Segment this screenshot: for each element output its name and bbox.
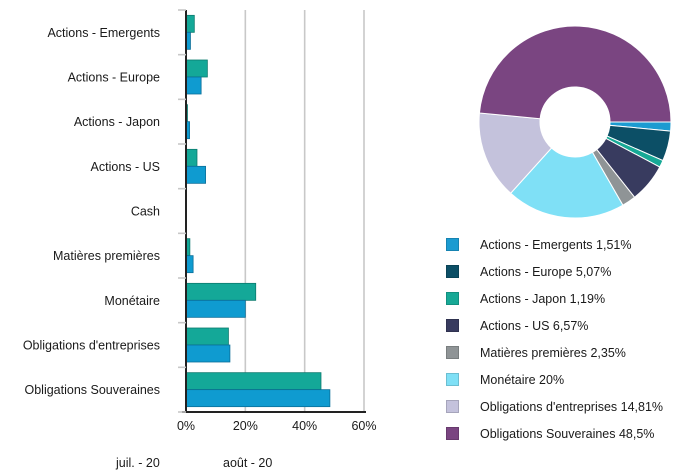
- bar-tick-labels: 0% 20% 40% 60%: [177, 419, 377, 433]
- legend-label: Obligations d'entreprises 14,81%: [480, 400, 664, 414]
- legend-label: Obligations Souveraines 48,5%: [480, 427, 655, 441]
- donut-legend-item-5: Monétaire 20%: [446, 371, 675, 389]
- donut-legend-item-4: Matières premières 2,35%: [446, 344, 675, 362]
- bar-aout-5: [185, 255, 194, 274]
- donut-legend-item-1: Actions - Europe 5,07%: [446, 263, 675, 281]
- category-label-0: Actions - Emergents: [47, 26, 160, 40]
- legend-swatch: [446, 427, 459, 440]
- category-label-1: Actions - Europe: [68, 71, 160, 85]
- bar-gridlines: [244, 10, 365, 412]
- bar-axes: [178, 9, 366, 413]
- category-label-3: Actions - US: [91, 160, 160, 174]
- legend-label: Monétaire 20%: [480, 373, 565, 387]
- bar-juil-6: [185, 282, 257, 301]
- donut-slice-5: [509, 147, 624, 219]
- legend-swatch: [446, 292, 459, 305]
- category-label-6: Monétaire: [104, 294, 160, 308]
- category-label-4: Cash: [131, 205, 160, 219]
- x-tick-label-1: 20%: [233, 419, 258, 433]
- category-label-2: Actions - Japon: [74, 115, 160, 129]
- bar-juil-8: [185, 372, 322, 391]
- bar-aout-1: [185, 76, 202, 95]
- legend-label: Actions - US 6,57%: [480, 319, 589, 333]
- bar-series-group: [185, 14, 331, 408]
- donut-legend-item-0: Actions - Emergents 1,51%: [446, 236, 675, 254]
- x-tick-label-0: 0%: [177, 419, 195, 433]
- bar-aout-3: [185, 165, 206, 184]
- legend-swatch: [446, 238, 459, 251]
- category-label-8: Obligations Souveraines: [25, 383, 161, 397]
- legend-swatch: [446, 319, 459, 332]
- bar-category-labels: Actions - Emergents Actions - Europe Actio…: [23, 26, 160, 397]
- bar-aout-7: [185, 344, 231, 363]
- donut-chart: [478, 25, 672, 219]
- category-label-5: Matières premières: [53, 249, 160, 263]
- donut-legend-item-7: Obligations Souveraines 48,5%: [446, 425, 675, 443]
- legend-swatch: [446, 265, 459, 278]
- bar-legend-item-0: juil. - 20: [116, 456, 160, 470]
- bar-legend: juil. - 20 août - 20: [0, 452, 400, 474]
- donut-slice-7: [478, 25, 672, 123]
- x-tick-label-3: 60%: [351, 419, 376, 433]
- donut-legend-item-2: Actions - Japon 1,19%: [446, 290, 675, 308]
- bar-juil-3: [185, 148, 198, 167]
- bar-juil-7: [185, 327, 229, 346]
- category-label-7: Obligations d'entreprises: [23, 339, 160, 353]
- bar-chart: Actions - Emergents Actions - Europe Actio…: [23, 9, 377, 433]
- legend-label: Matières premières 2,35%: [480, 346, 626, 360]
- legend-swatch: [446, 346, 459, 359]
- bar-legend-item-1: août - 20: [223, 456, 273, 470]
- legend-swatch: [446, 400, 459, 413]
- donut-legend-item-3: Actions - US 6,57%: [446, 317, 675, 335]
- legend-label: Actions - Japon 1,19%: [480, 292, 606, 306]
- legend-label: Actions - Europe 5,07%: [480, 265, 612, 279]
- donut-slices: [478, 25, 672, 219]
- x-tick-label-2: 40%: [292, 419, 317, 433]
- bar-aout-8: [185, 389, 331, 408]
- legend-swatch: [446, 373, 459, 386]
- bar-juil-1: [185, 59, 208, 78]
- donut-legend-item-6: Obligations d'entreprises 14,81%: [446, 398, 675, 416]
- bar-juil-0: [185, 14, 195, 33]
- bar-aout-6: [185, 299, 246, 318]
- legend-label: Actions - Emergents 1,51%: [480, 238, 632, 252]
